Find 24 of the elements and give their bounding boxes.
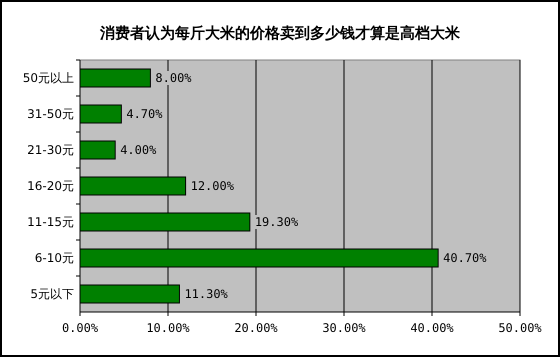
x-tick-label: 10.00% (146, 321, 190, 335)
x-tick-label: 30.00% (322, 321, 366, 335)
y-tick-label: 5元以下 (30, 287, 74, 301)
data-label: 12.00% (190, 179, 235, 193)
y-tick-label: 6-10元 (34, 251, 74, 265)
chart-title: 消费者认为每斤大米的价格卖到多少钱才算是高档大米 (99, 24, 461, 42)
data-label: 11.30% (184, 287, 229, 301)
y-tick-label: 16-20元 (27, 179, 74, 193)
x-tick-label: 20.00% (234, 321, 278, 335)
x-tick-label: 50.00% (498, 321, 542, 335)
bar (80, 140, 116, 160)
bar (80, 104, 122, 124)
data-label: 19.30% (254, 215, 299, 229)
y-tick-label: 50元以上 (22, 71, 74, 85)
x-tick-label: 40.00% (410, 321, 454, 335)
data-label: 4.00% (120, 143, 158, 157)
y-tick-label: 11-15元 (27, 215, 74, 229)
y-tick-label: 21-30元 (27, 143, 74, 157)
data-label: 40.70% (443, 251, 488, 265)
y-tick-label: 31-50元 (27, 107, 74, 121)
data-label: 8.00% (155, 71, 192, 85)
x-tick-label: 0.00% (62, 321, 99, 335)
data-label: 4.70% (126, 107, 164, 121)
bar (80, 68, 151, 88)
